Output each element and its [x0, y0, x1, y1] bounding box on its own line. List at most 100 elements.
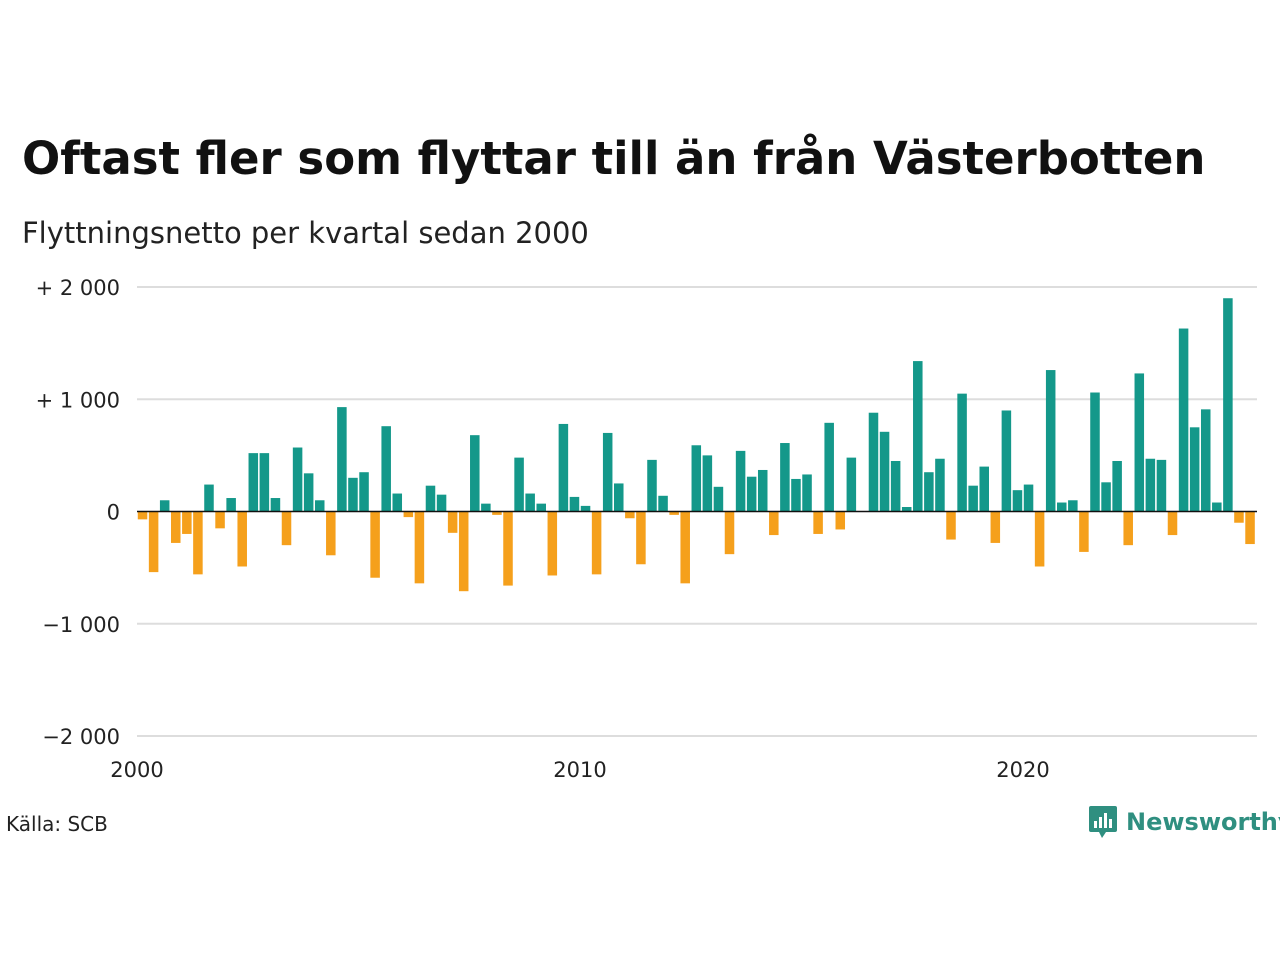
bar	[292, 447, 303, 512]
logo-text: Newsworthy	[1126, 808, 1280, 836]
bar	[591, 511, 602, 575]
bar	[237, 511, 247, 567]
bar	[1156, 459, 1167, 512]
bar	[481, 503, 491, 512]
bar	[193, 511, 203, 575]
bar	[1167, 511, 1178, 536]
bar	[137, 511, 148, 520]
y-axis-labels: + 2 000 + 1 000 0 −1 000 −2 000	[36, 276, 120, 749]
bar	[1223, 298, 1233, 512]
chart-title: Oftast fler som flyttar till än från Väs…	[22, 132, 1206, 185]
bar	[1012, 490, 1023, 512]
bar	[913, 361, 923, 512]
bar	[935, 458, 945, 512]
bar	[392, 493, 403, 512]
bar	[425, 485, 436, 512]
bar	[846, 457, 857, 512]
bar	[470, 435, 480, 512]
bar	[436, 494, 447, 512]
bar	[1134, 373, 1145, 512]
bar	[1200, 409, 1211, 512]
bar	[1101, 482, 1111, 512]
bar	[780, 443, 790, 512]
bar	[824, 422, 834, 512]
bar	[1045, 370, 1056, 512]
bar	[148, 511, 159, 573]
bar	[326, 511, 336, 556]
bar	[614, 483, 624, 512]
bar	[580, 505, 591, 512]
bar	[492, 511, 502, 515]
bar	[514, 457, 524, 512]
bar	[1079, 511, 1089, 552]
bar	[226, 498, 236, 512]
y-tick-label: −1 000	[42, 613, 120, 637]
bar	[724, 511, 735, 555]
bar	[270, 498, 281, 512]
bar	[1090, 392, 1100, 512]
bar	[802, 474, 812, 512]
bar	[901, 507, 912, 512]
bar	[1068, 500, 1078, 512]
bar	[979, 466, 989, 512]
bar	[204, 484, 214, 512]
bar	[835, 511, 846, 530]
x-tick-label: 2000	[110, 758, 163, 782]
source-note: Källa: SCB	[6, 812, 108, 836]
bar	[1112, 460, 1122, 512]
y-tick-label: 0	[107, 501, 120, 525]
bar	[558, 423, 569, 512]
bar	[658, 495, 668, 512]
bar	[215, 511, 225, 529]
bar	[1178, 328, 1189, 512]
bar	[669, 511, 679, 515]
bar	[1189, 427, 1200, 512]
bar	[680, 511, 690, 584]
bar	[525, 493, 535, 512]
bar	[359, 472, 369, 512]
bar	[281, 511, 292, 546]
bar	[182, 511, 192, 534]
bar	[602, 432, 613, 512]
newsworthy-logo-icon	[1089, 806, 1117, 838]
bar	[757, 469, 768, 512]
bar	[957, 393, 967, 512]
bars	[137, 298, 1255, 592]
bar	[370, 511, 380, 578]
bar	[1245, 511, 1255, 545]
bar	[503, 511, 513, 586]
bar	[303, 473, 314, 512]
bar	[647, 459, 657, 512]
bar	[868, 412, 879, 512]
bar	[746, 476, 757, 512]
bar	[1123, 511, 1133, 546]
bar	[791, 478, 801, 512]
x-tick-label: 2010	[553, 758, 606, 782]
bar	[1023, 484, 1034, 512]
bar	[1145, 458, 1156, 512]
y-tick-label: + 1 000	[36, 388, 120, 412]
bar	[1212, 502, 1222, 512]
bar	[990, 511, 1001, 543]
bar	[381, 426, 391, 512]
bar	[924, 472, 934, 512]
bar	[458, 511, 469, 592]
bar	[569, 496, 580, 512]
y-tick-label: + 2 000	[36, 276, 120, 300]
bar	[735, 450, 746, 512]
bar	[1234, 511, 1244, 523]
bar	[625, 511, 635, 519]
bar	[171, 511, 181, 543]
bar	[536, 503, 546, 512]
bar	[414, 511, 425, 584]
bar	[769, 511, 779, 536]
newsworthy-logo: Newsworthy	[1088, 804, 1280, 840]
chart-subtitle: Flyttningsnetto per kvartal sedan 2000	[22, 216, 589, 250]
bar	[879, 431, 890, 512]
bar	[968, 485, 978, 512]
bar-chart: + 2 000 + 1 000 0 −1 000 −2 000 2000 2010 2020	[36, 276, 1257, 782]
bar	[348, 477, 358, 512]
x-tick-label: 2020	[996, 758, 1049, 782]
bar	[713, 486, 724, 512]
bar	[946, 511, 956, 540]
